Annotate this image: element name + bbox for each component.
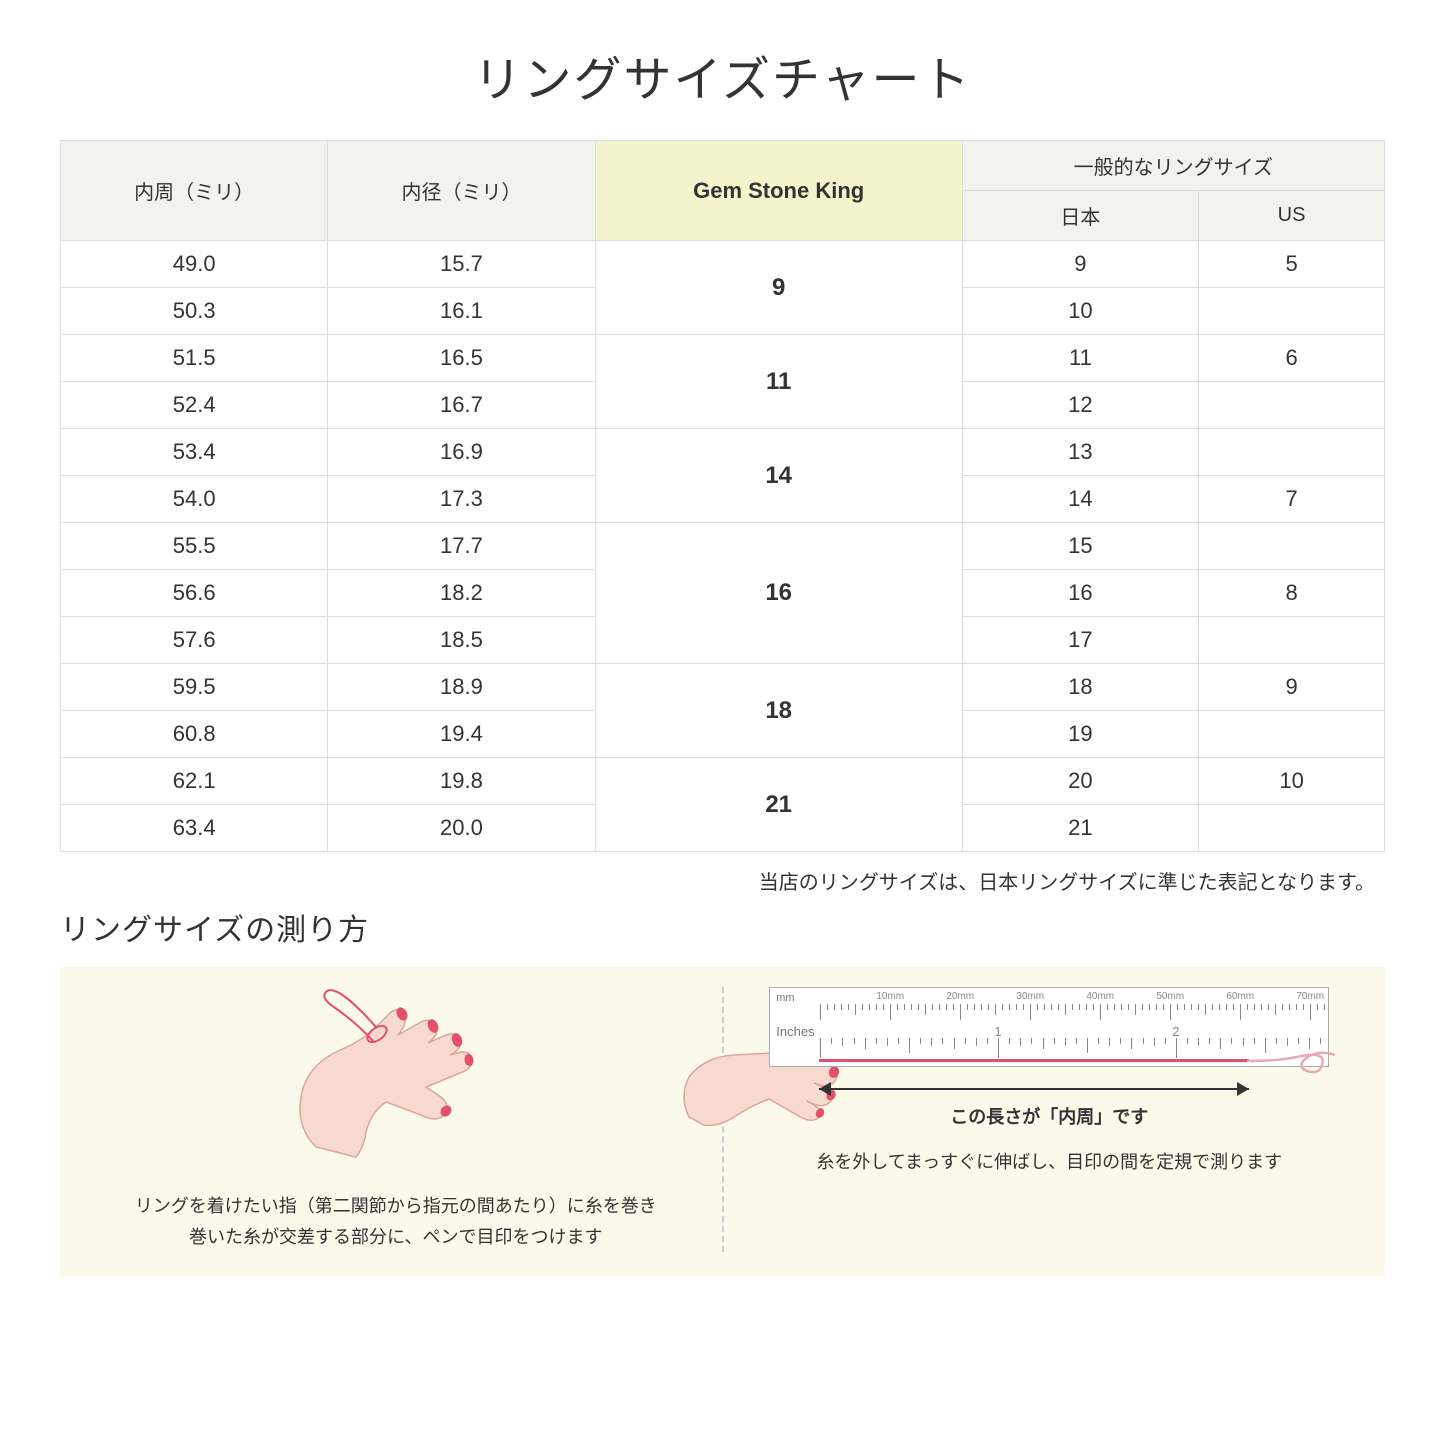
howto-title: リングサイズの測り方 xyxy=(60,905,1385,949)
ruler-mm-mark: 50mm xyxy=(1156,991,1184,1002)
table-cell: 8 xyxy=(1199,570,1385,617)
table-cell: 53.4 xyxy=(61,429,328,476)
table-cell: 13 xyxy=(962,429,1198,476)
table-cell: 9 xyxy=(1199,664,1385,711)
howto-panel: リングを着けたい指（第二関節から指元の間あたり）に糸を巻き 巻いた糸が交差する部… xyxy=(60,967,1385,1276)
table-row: 55.517.71615 xyxy=(61,523,1385,570)
table-cell xyxy=(1199,382,1385,429)
table-row: 62.119.8212010 xyxy=(61,758,1385,805)
table-cell: 51.5 xyxy=(61,335,328,382)
thread-curl xyxy=(1247,1045,1337,1085)
table-cell: 18.9 xyxy=(328,664,595,711)
th-us: US xyxy=(1199,191,1385,241)
table-cell xyxy=(1199,288,1385,335)
ruler-illustration: mm Inches 10mm 20mm 30mm 40mm 50mm 60mm 70mm 1 2… xyxy=(769,987,1329,1129)
table-cell: 19.4 xyxy=(328,711,595,758)
ruler-mm-mark: 30mm xyxy=(1016,991,1044,1002)
ruler-mm-mark: 40mm xyxy=(1086,991,1114,1002)
table-cell: 55.5 xyxy=(61,523,328,570)
table-cell: 19 xyxy=(962,711,1198,758)
th-gsk: Gem Stone King xyxy=(595,141,962,241)
table-row: 51.516.511116 xyxy=(61,335,1385,382)
table-cell: 11 xyxy=(962,335,1198,382)
table-cell: 15.7 xyxy=(328,241,595,288)
measurement-arrow xyxy=(819,1079,1249,1099)
table-cell xyxy=(1199,805,1385,852)
table-cell: 16.7 xyxy=(328,382,595,429)
th-circumference: 内周（ミリ） xyxy=(61,141,328,241)
howto-step1-caption: リングを着けたい指（第二関節から指元の間あたり）に糸を巻き 巻いた糸が交差する部… xyxy=(135,1191,657,1252)
table-cell: 16 xyxy=(595,523,962,664)
ruler-mm-mark: 70mm xyxy=(1296,991,1324,1002)
table-cell xyxy=(1199,617,1385,664)
table-cell: 18.5 xyxy=(328,617,595,664)
table-cell: 17 xyxy=(962,617,1198,664)
table-cell: 11 xyxy=(595,335,962,429)
table-cell: 62.1 xyxy=(61,758,328,805)
table-cell: 21 xyxy=(962,805,1198,852)
ring-size-table: 内周（ミリ） 内径（ミリ） Gem Stone King 一般的なリングサイズ … xyxy=(60,140,1385,852)
table-cell: 54.0 xyxy=(61,476,328,523)
table-cell: 52.4 xyxy=(61,382,328,429)
ruler: mm Inches 10mm 20mm 30mm 40mm 50mm 60mm 70mm 1 2 xyxy=(769,987,1329,1067)
table-cell: 59.5 xyxy=(61,664,328,711)
table-cell: 10 xyxy=(962,288,1198,335)
table-cell: 21 xyxy=(595,758,962,852)
table-cell: 50.3 xyxy=(61,288,328,335)
th-diameter: 内径（ミリ） xyxy=(328,141,595,241)
table-cell: 6 xyxy=(1199,335,1385,382)
table-cell: 5 xyxy=(1199,241,1385,288)
ruler-inch-label: Inches xyxy=(776,1024,814,1039)
table-cell: 56.6 xyxy=(61,570,328,617)
table-row: 49.015.7995 xyxy=(61,241,1385,288)
table-cell: 18 xyxy=(962,664,1198,711)
ruler-mm-mark: 20mm xyxy=(946,991,974,1002)
ruler-mm-mark: 60mm xyxy=(1226,991,1254,1002)
table-cell: 12 xyxy=(962,382,1198,429)
table-cell: 14 xyxy=(595,429,962,523)
arrow-caption: この長さが「内周」です xyxy=(769,1103,1329,1129)
table-row: 53.416.91413 xyxy=(61,429,1385,476)
table-cell: 17.7 xyxy=(328,523,595,570)
th-general-group: 一般的なリングサイズ xyxy=(962,141,1384,191)
table-cell: 14 xyxy=(962,476,1198,523)
table-cell: 17.3 xyxy=(328,476,595,523)
ruler-inch-mark: 2 xyxy=(1172,1024,1179,1039)
table-cell xyxy=(1199,711,1385,758)
table-cell: 16.9 xyxy=(328,429,595,476)
ruler-mm-mark: 10mm xyxy=(876,991,904,1002)
table-cell: 57.6 xyxy=(61,617,328,664)
table-cell: 7 xyxy=(1199,476,1385,523)
howto-step-2: mm Inches 10mm 20mm 30mm 40mm 50mm 60mm 70mm 1 2… xyxy=(744,987,1356,1252)
table-cell: 15 xyxy=(962,523,1198,570)
table-row: 59.518.918189 xyxy=(61,664,1385,711)
caption-line: リングを着けたい指（第二関節から指元の間あたり）に糸を巻き xyxy=(135,1196,657,1216)
table-cell: 20.0 xyxy=(328,805,595,852)
table-cell: 10 xyxy=(1199,758,1385,805)
page-title: リングサイズチャート xyxy=(60,40,1385,110)
table-note: 当店のリングサイズは、日本リングサイズに準じた表記となります。 xyxy=(60,866,1385,895)
table-cell: 18.2 xyxy=(328,570,595,617)
table-cell xyxy=(1199,429,1385,476)
caption-line: 巻いた糸が交差する部分に、ペンで目印をつけます xyxy=(189,1227,602,1247)
table-cell: 16.5 xyxy=(328,335,595,382)
table-cell: 16 xyxy=(962,570,1198,617)
howto-step-1: リングを着けたい指（第二関節から指元の間あたり）に糸を巻き 巻いた糸が交差する部… xyxy=(90,987,702,1252)
table-cell: 49.0 xyxy=(61,241,328,288)
howto-step2-caption: 糸を外してまっすぐに伸ばし、目印の間を定規で測ります xyxy=(816,1147,1282,1178)
table-cell: 20 xyxy=(962,758,1198,805)
table-cell xyxy=(1199,523,1385,570)
table-cell: 9 xyxy=(595,241,962,335)
table-cell: 19.8 xyxy=(328,758,595,805)
table-cell: 60.8 xyxy=(61,711,328,758)
table-cell: 9 xyxy=(962,241,1198,288)
red-thread xyxy=(819,1059,1249,1062)
th-japan: 日本 xyxy=(962,191,1198,241)
ruler-mm-label: mm xyxy=(776,992,794,1004)
table-cell: 16.1 xyxy=(328,288,595,335)
hand-wrap-thread-illustration xyxy=(236,987,556,1177)
table-cell: 63.4 xyxy=(61,805,328,852)
ruler-inch-mark: 1 xyxy=(994,1024,1001,1039)
table-cell: 18 xyxy=(595,664,962,758)
